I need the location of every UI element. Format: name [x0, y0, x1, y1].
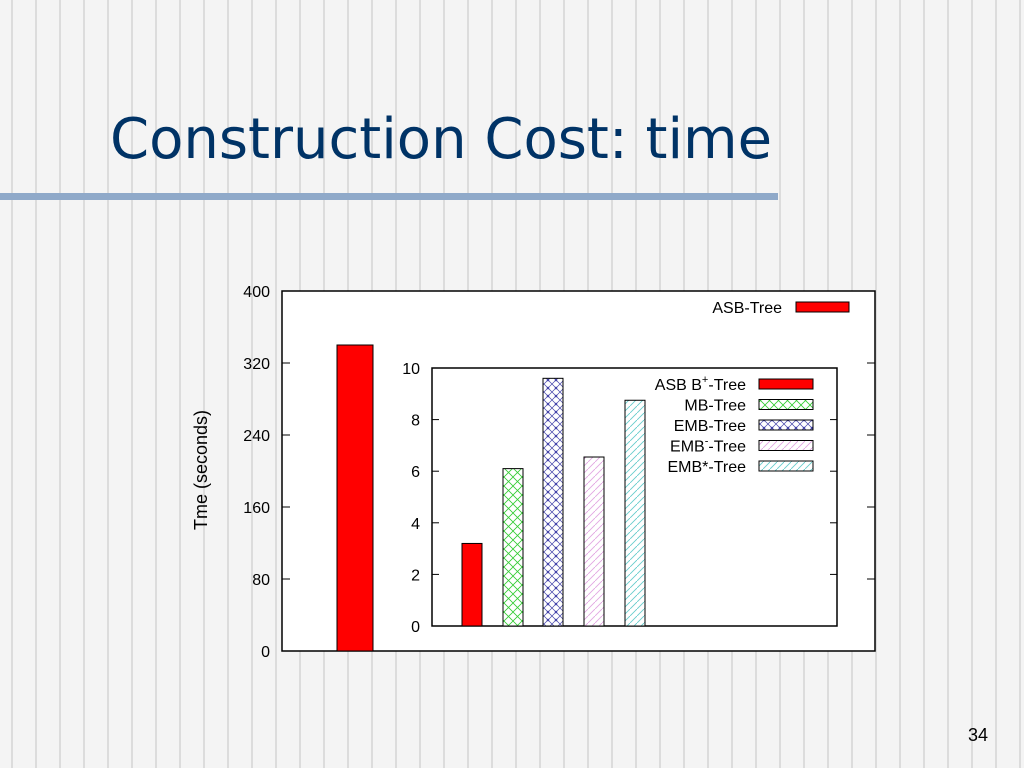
inset-y-tick-label: 4: [411, 516, 420, 533]
inset-legend-label: EMB*-Tree: [667, 459, 746, 476]
title-underline: [0, 193, 778, 200]
inset-legend-label: ASB B+-Tree: [655, 374, 746, 394]
y-tick-label: 0: [261, 644, 270, 661]
inset-legend-label: MB-Tree: [684, 398, 746, 415]
inset-bar-3: [542, 377, 564, 627]
inset-y-tick-label: 2: [411, 567, 420, 584]
inset-legend-swatch: [758, 419, 814, 431]
inset-legend-swatch: [758, 399, 814, 410]
y-tick-label: 160: [243, 500, 270, 517]
legend-swatch: [795, 301, 850, 313]
bar-asb-tree: [336, 344, 374, 652]
inset-legend-label: EMB-Tree: [674, 418, 746, 435]
inset-bar-4: [583, 456, 605, 627]
inset-bar-1: [461, 542, 483, 627]
inset-bar-2: [502, 468, 524, 627]
inset-legend-swatch: [758, 440, 814, 451]
page-number: 34: [967, 725, 988, 745]
slide-title: Construction Cost: time: [110, 107, 773, 172]
inset-bar-5: [624, 399, 646, 627]
y-tick-label: 320: [243, 356, 270, 373]
inset-legend-swatch: [758, 460, 814, 472]
y-axis-label: Tme (seconds): [191, 410, 211, 530]
inset-y-tick-label: 8: [411, 413, 420, 430]
inset-legend-label: EMB--Tree: [670, 436, 746, 456]
inset-y-tick-label: 10: [402, 361, 420, 378]
y-tick-label: 400: [243, 284, 270, 301]
legend-label: ASB-Tree: [712, 300, 782, 317]
inset-y-tick-label: 6: [411, 464, 420, 481]
inset-y-tick-label: 0: [411, 619, 420, 636]
inset-legend-swatch: [758, 378, 814, 390]
y-tick-label: 240: [243, 428, 270, 445]
y-tick-label: 80: [252, 572, 270, 589]
